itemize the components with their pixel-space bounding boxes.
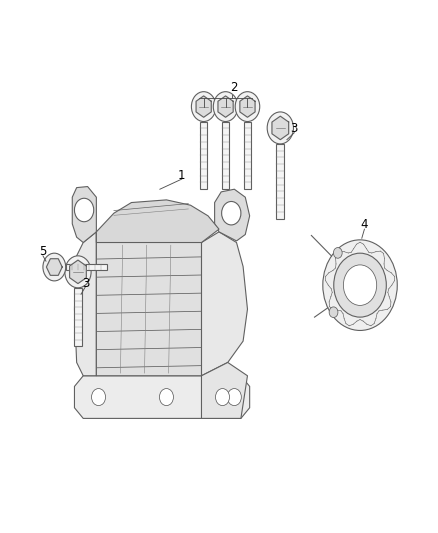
Bar <box>244 122 251 189</box>
Text: 2: 2 <box>230 81 238 94</box>
Polygon shape <box>201 362 247 418</box>
Polygon shape <box>72 187 96 243</box>
Circle shape <box>92 389 106 406</box>
Polygon shape <box>201 232 247 376</box>
Polygon shape <box>96 200 219 243</box>
Bar <box>276 144 284 219</box>
Circle shape <box>215 389 230 406</box>
Circle shape <box>74 198 94 222</box>
Circle shape <box>159 389 173 406</box>
Circle shape <box>235 92 260 122</box>
Circle shape <box>222 201 241 225</box>
Circle shape <box>213 92 238 122</box>
Text: 1: 1 <box>178 169 186 182</box>
Bar <box>66 264 107 271</box>
Circle shape <box>334 253 386 317</box>
Polygon shape <box>74 376 250 418</box>
Bar <box>74 288 82 346</box>
Circle shape <box>65 256 91 288</box>
Polygon shape <box>215 189 250 241</box>
Circle shape <box>267 112 293 144</box>
Polygon shape <box>74 232 96 376</box>
Polygon shape <box>240 96 255 117</box>
Polygon shape <box>218 96 233 117</box>
Polygon shape <box>46 259 62 276</box>
Text: 5: 5 <box>39 245 46 258</box>
Bar <box>222 122 230 189</box>
Circle shape <box>333 247 342 258</box>
Circle shape <box>43 253 66 281</box>
Bar <box>200 122 208 189</box>
Text: 4: 4 <box>360 219 368 231</box>
Polygon shape <box>196 96 211 117</box>
Circle shape <box>227 389 241 406</box>
Circle shape <box>343 265 377 305</box>
Circle shape <box>329 307 338 318</box>
Polygon shape <box>70 260 86 284</box>
Text: 3: 3 <box>82 277 89 290</box>
Polygon shape <box>96 232 201 376</box>
Text: 3: 3 <box>291 123 298 135</box>
Circle shape <box>323 240 397 330</box>
Polygon shape <box>272 116 289 140</box>
Circle shape <box>191 92 216 122</box>
